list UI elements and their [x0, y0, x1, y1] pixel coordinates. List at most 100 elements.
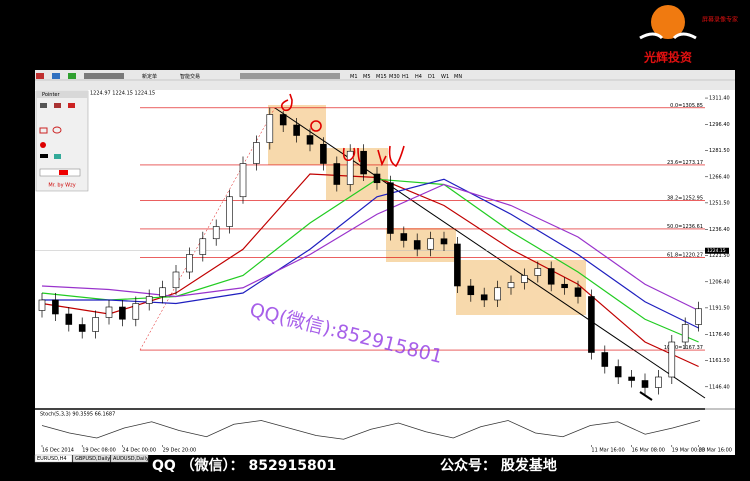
arrow: [639, 391, 653, 401]
candle-body: [480, 294, 488, 301]
icon[interactable]: [52, 126, 62, 134]
candle-body: [346, 150, 354, 185]
tool-icon: [36, 73, 44, 79]
candle-body: [413, 240, 421, 250]
candle-body: [199, 238, 207, 255]
candle-body: [641, 380, 649, 388]
candle-body: [387, 182, 394, 234]
timeframe-button[interactable]: M5: [363, 74, 371, 80]
y-tick-label: 1251.50: [709, 200, 730, 206]
tab-label: EURUSD,H4: [37, 456, 67, 462]
y-tick-label: 1176.40: [709, 332, 730, 338]
fib-label: 50.0=1236.61: [667, 224, 703, 230]
candle-body: [279, 114, 287, 126]
icon[interactable]: [40, 103, 47, 108]
tab[interactable]: [110, 454, 149, 463]
price-axis: [705, 90, 735, 445]
x-tick-label: 11 Mar 16:00: [591, 448, 624, 454]
candle-body: [655, 376, 662, 388]
candle-body: [293, 124, 300, 136]
trend-line: [274, 107, 706, 399]
candle-body: [52, 299, 59, 315]
icon[interactable]: [68, 103, 75, 108]
y-tick-label: 1191.50: [709, 305, 730, 311]
icon[interactable]: [40, 142, 46, 148]
tab[interactable]: [72, 454, 111, 463]
tab[interactable]: [34, 454, 73, 463]
candle-body: [253, 142, 260, 164]
candle-body: [494, 287, 501, 301]
color-swatch: [59, 170, 68, 175]
candle-body: [521, 275, 528, 283]
fib-label: 0.0=1305.85: [670, 103, 703, 109]
timeframe-button[interactable]: H4: [415, 74, 422, 80]
y-tick-label: 1146.40: [709, 384, 730, 390]
candle-body: [159, 287, 166, 297]
y-tick-label: 1206.40: [709, 279, 730, 285]
candle-body: [427, 238, 434, 250]
candle-body: [628, 376, 635, 381]
fib-label: 23.6=1273.17: [667, 160, 703, 166]
timeframe-button[interactable]: H1: [402, 74, 409, 80]
tab-label: GBPUSD,Daily: [75, 456, 110, 462]
candle-body: [467, 285, 475, 296]
candle-body: [547, 268, 555, 285]
icon[interactable]: [54, 103, 61, 108]
timeframe-button[interactable]: W1: [441, 74, 449, 80]
icon[interactable]: [39, 127, 48, 134]
candle-body: [145, 296, 153, 304]
chart-header: 1224.97 1224.15 1224.15: [90, 91, 155, 97]
logo-sun: [651, 5, 685, 39]
stoch-line: [41, 420, 701, 440]
x-tick-label: 24 Dec 00:00: [122, 448, 156, 454]
panel-title: Pointer: [42, 92, 60, 98]
candle-body: [266, 114, 274, 143]
candle-body: [226, 196, 233, 227]
logo-title: 光辉投资: [643, 50, 692, 65]
timeframe-button[interactable]: MN: [454, 74, 462, 80]
y-tick-label: 1236.40: [709, 227, 730, 233]
timeframe-button[interactable]: M1: [350, 74, 358, 80]
candle-body: [333, 163, 341, 185]
timeframe-button[interactable]: M15: [376, 74, 387, 80]
y-tick-label: 1161.50: [709, 358, 730, 364]
candle-body: [65, 313, 73, 325]
toolbar-button[interactable]: 智能交易: [180, 73, 200, 80]
candle-body: [400, 233, 408, 241]
stoch-area: [35, 410, 705, 445]
x-tick-label: 16 Dec 2014: [42, 448, 74, 454]
candle-body: [172, 271, 180, 289]
candle-body: [695, 308, 702, 325]
panel-signature: Mr. by Wzy: [48, 183, 75, 189]
tab-label: AUDUSD,Daily: [113, 456, 149, 462]
candle-body: [119, 306, 126, 320]
candle-body: [668, 341, 676, 378]
candle-body: [186, 254, 193, 273]
moving-average: [42, 178, 699, 329]
zone: [386, 228, 456, 262]
timeframe-button[interactable]: M30: [389, 74, 400, 80]
candle-body: [574, 287, 582, 297]
candle-body: [92, 317, 99, 332]
timeframe-button[interactable]: D1: [428, 74, 435, 80]
candle-body: [681, 324, 689, 343]
candle-body: [212, 226, 220, 240]
moving-average: [41, 183, 699, 312]
candle-body: [601, 352, 609, 367]
candle-body: [373, 173, 381, 184]
toolbar-button[interactable]: 新定单: [142, 73, 157, 80]
tool-icon: [52, 73, 60, 79]
x-tick-label: 19 Mar 00:00: [672, 448, 705, 454]
chart-area: [35, 90, 705, 408]
current-price-box: [705, 247, 729, 254]
footer-qq: QQ （微信）： 852915801: [152, 457, 336, 474]
icon[interactable]: [54, 154, 61, 159]
x-tick-label: 16 Mar 08:00: [632, 448, 665, 454]
candle-body: [38, 299, 46, 311]
icon[interactable]: [40, 154, 48, 158]
candle-body: [239, 163, 247, 198]
candle-body: [614, 366, 622, 378]
fib-label: 61.8=1220.27: [667, 253, 703, 259]
stroke: [342, 147, 361, 163]
